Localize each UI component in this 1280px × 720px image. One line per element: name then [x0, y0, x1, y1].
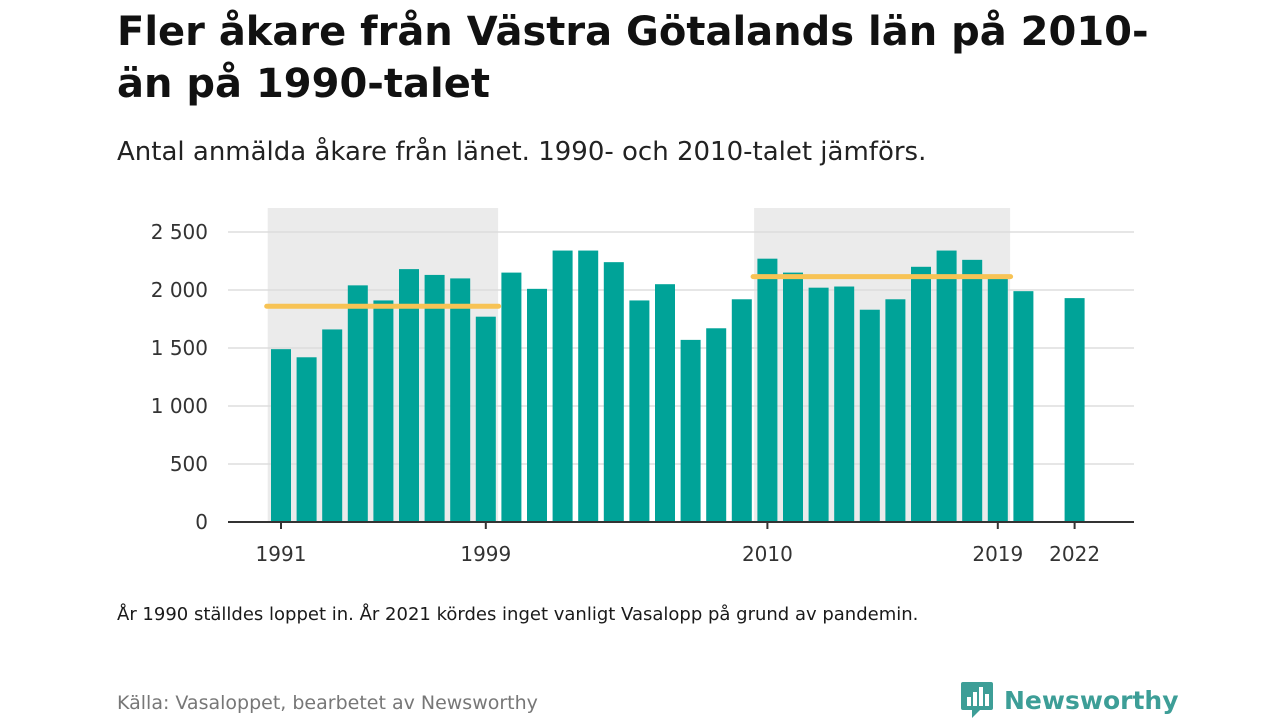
- bar-2014: [859, 309, 880, 522]
- bar-2003: [578, 250, 599, 522]
- y-tick-label-0: 0: [195, 510, 208, 534]
- bar-2011: [783, 272, 803, 522]
- bar-2016: [911, 266, 931, 522]
- bar-2017: [936, 250, 957, 522]
- bar-2013: [834, 286, 855, 522]
- bar-2015: [885, 299, 906, 522]
- bar-2010: [757, 258, 778, 522]
- bar-2022: [1064, 298, 1085, 522]
- bar-1997: [424, 274, 445, 522]
- bar-2009: [731, 299, 752, 522]
- bar-chart-speech-icon: [961, 682, 993, 718]
- bar-2019: [987, 274, 1008, 522]
- bar-2006: [655, 284, 675, 522]
- x-tick-label-2022: 2022: [1049, 542, 1100, 566]
- bar-1996: [399, 269, 419, 522]
- footnote: År 1990 ställdes loppet in. År 2021 körd…: [117, 604, 919, 625]
- bar-1998: [450, 278, 471, 522]
- bar-2001: [527, 288, 547, 522]
- y-tick-label-2: 1 000: [151, 394, 208, 418]
- decade-average-lines: [264, 274, 1014, 309]
- x-tick-label-1991: 1991: [256, 542, 307, 566]
- bar-2000: [501, 272, 522, 522]
- x-tick-label-2010: 2010: [742, 542, 793, 566]
- chart-title: Fler åkare från Västra Götalands län på …: [117, 9, 1149, 107]
- y-axis-tick-labels: 0 500 1 000 1 500 2 000 2 500: [151, 220, 208, 534]
- bar-1994: [347, 285, 368, 522]
- bar-2012: [808, 287, 829, 522]
- bars: [271, 250, 1085, 522]
- y-tick-label-3: 1 500: [151, 336, 208, 360]
- x-tick-label-2019: 2019: [972, 542, 1023, 566]
- x-tick-label-1999: 1999: [460, 542, 511, 566]
- bar-2008: [706, 328, 727, 522]
- y-tick-label-4: 2 000: [151, 278, 208, 302]
- bar-2020: [1013, 291, 1034, 522]
- bar-1991: [271, 349, 291, 522]
- newsworthy-logo: Newsworthy: [960, 680, 1179, 720]
- brand-name: Newsworthy: [1004, 685, 1179, 715]
- bar-1992: [296, 357, 317, 522]
- bar-2002: [552, 250, 573, 522]
- source-credit: Källa: Vasaloppet, bearbetet av Newswort…: [117, 692, 538, 714]
- bar-1999: [475, 316, 496, 522]
- bar-chart: 0 500 1 000 1 500 2 000 2 500 1991 1999 2010 201…: [151, 208, 1134, 566]
- bar-2007: [680, 339, 701, 522]
- x-axis-ticks: 1991 1999 2010 2019 2022: [256, 522, 1100, 566]
- y-tick-label-1: 500: [170, 452, 208, 476]
- chart-subtitle: Antal anmälda åkare från länet. 1990- oc…: [117, 137, 927, 167]
- bar-2005: [629, 300, 650, 522]
- bar-1993: [322, 329, 343, 522]
- y-tick-label-5: 2 500: [151, 220, 208, 244]
- bar-1995: [373, 300, 394, 522]
- bar-2018: [962, 259, 983, 522]
- bar-2004: [603, 262, 624, 522]
